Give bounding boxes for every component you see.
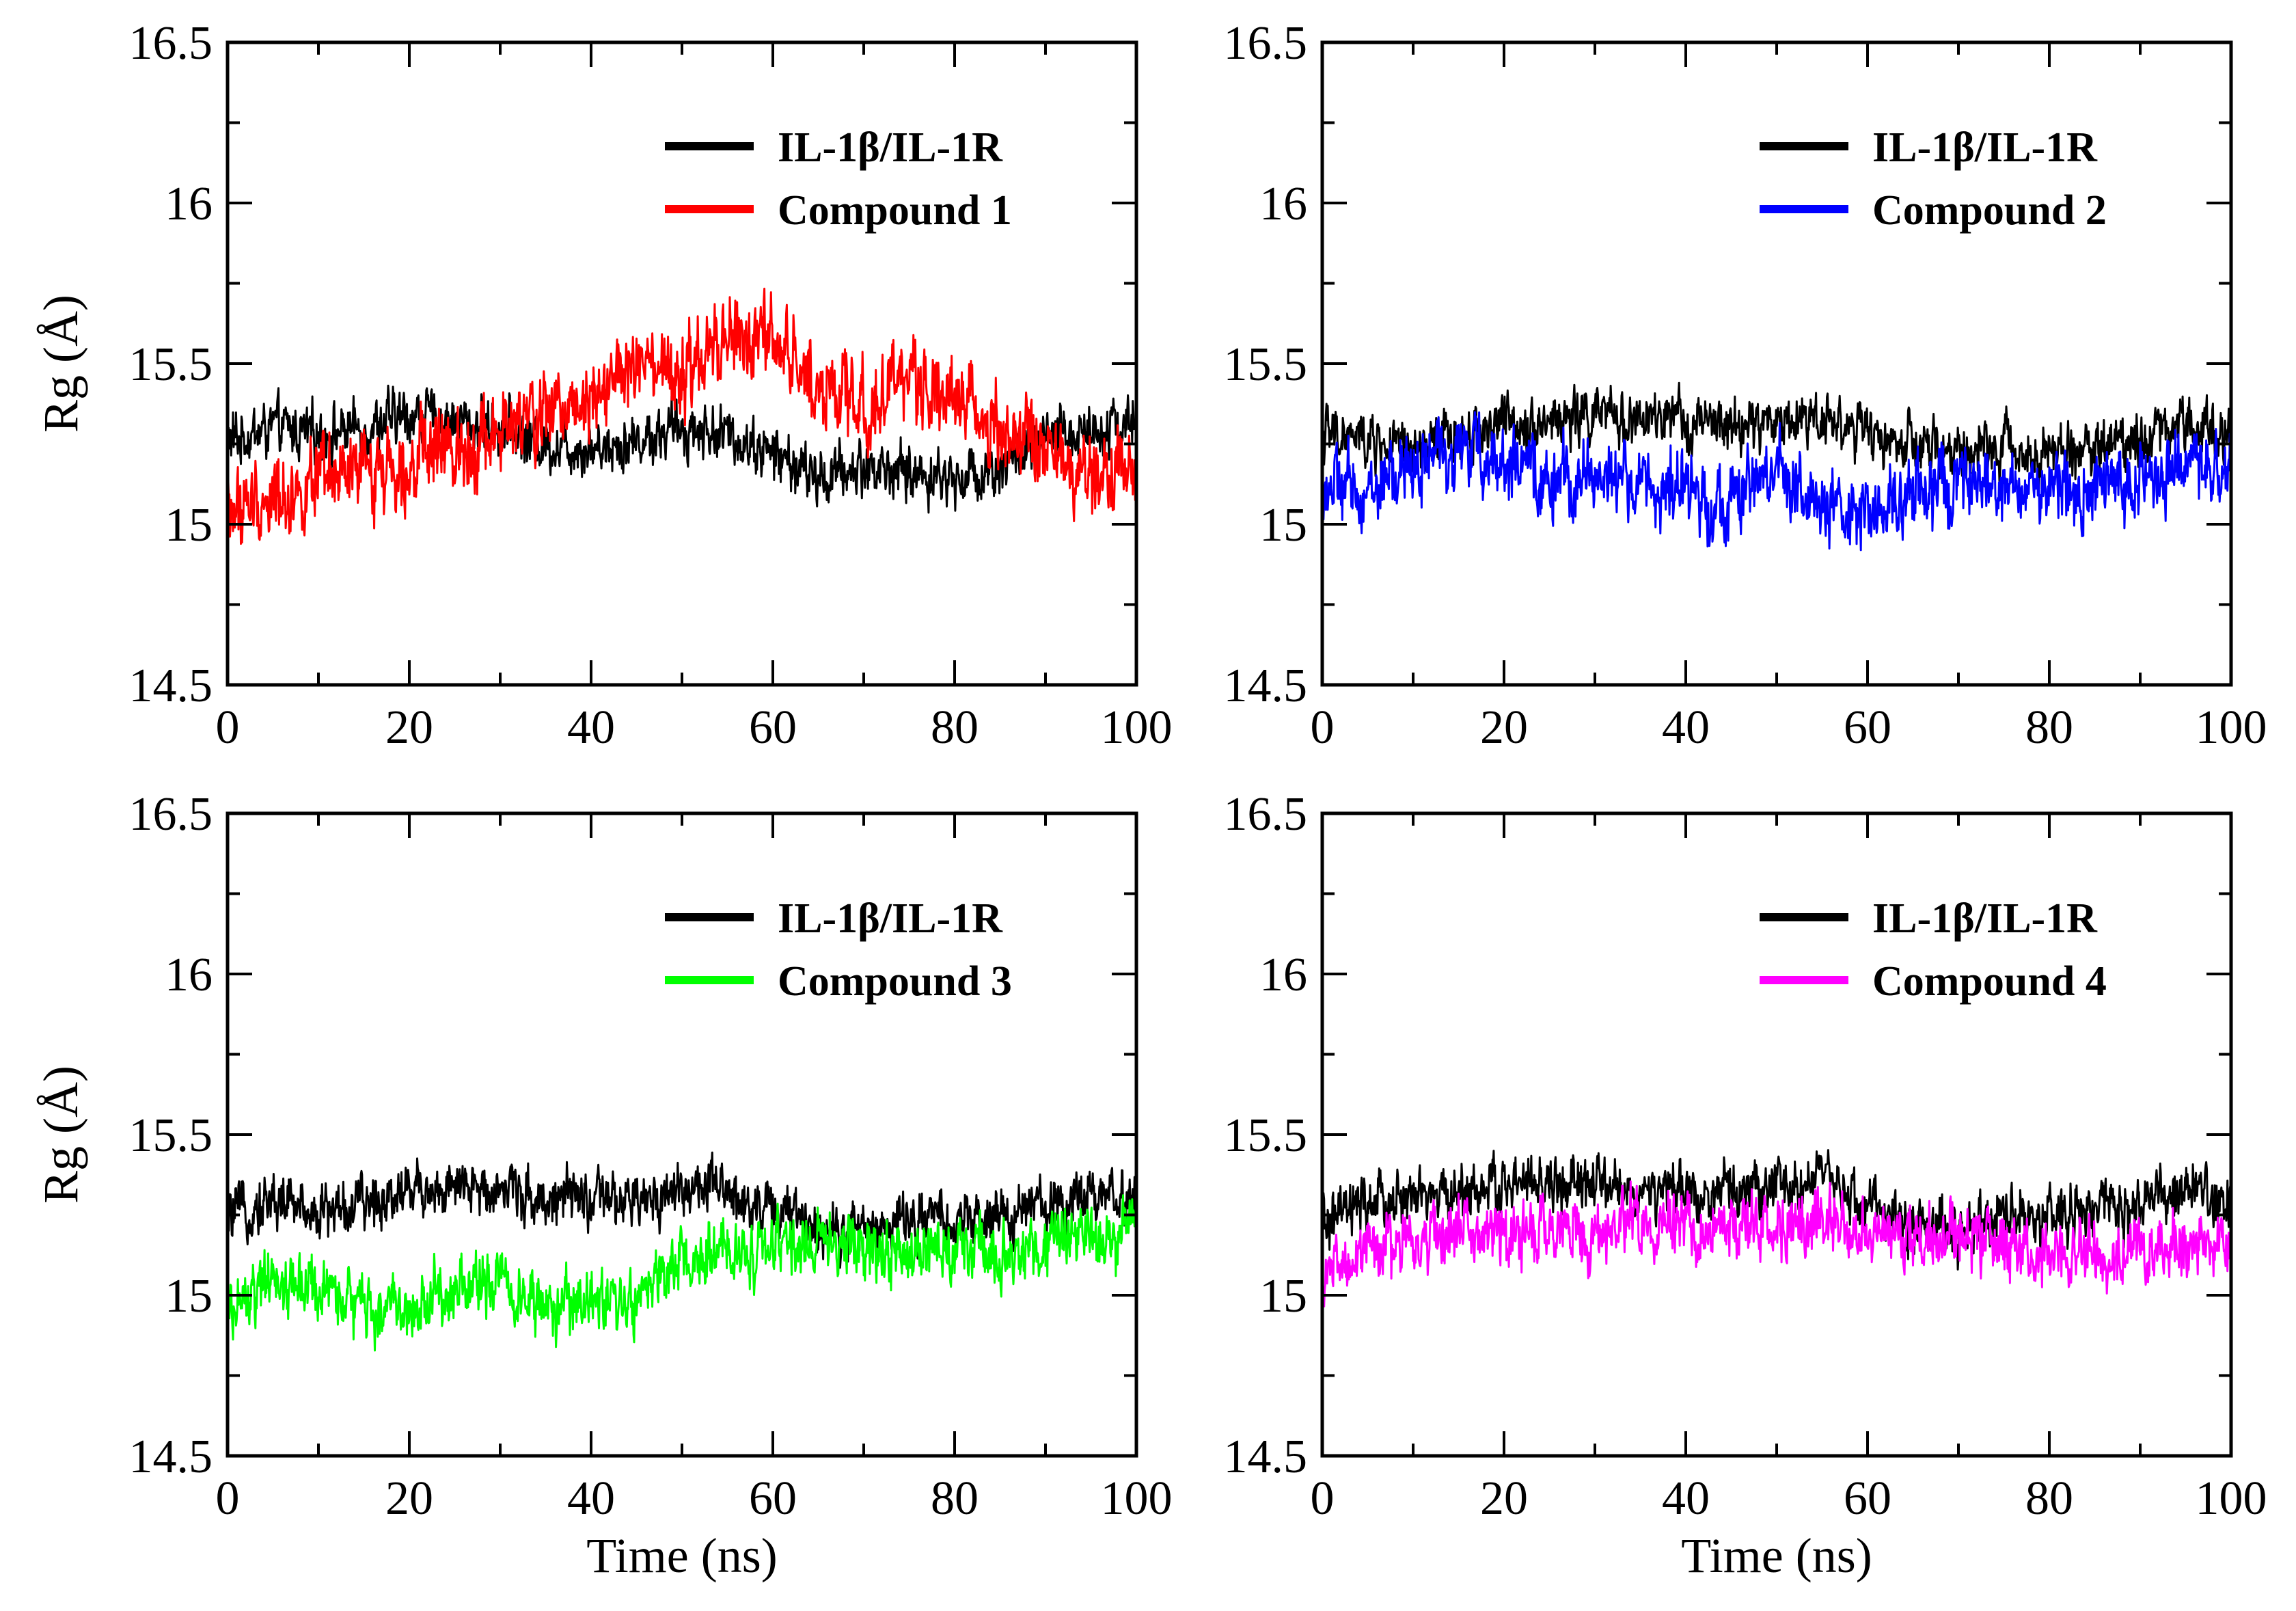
x-tick-label: 20 [385,1472,433,1525]
legend-label-2: Compound 1 [778,187,1012,234]
x-tick-label: 80 [931,701,979,754]
y-tick-label: 15 [1259,499,1307,552]
x-tick-label: 40 [1662,701,1710,754]
legend-label-1: IL-1β/IL-1R [1872,895,2098,942]
x-tick-label: 60 [1844,1472,1891,1525]
series-line-compound-3 [226,1194,1138,1352]
y-tick-label: 16.5 [1224,788,1308,841]
chart-panel-top-left: 0 20 40 60 80 100 14.5 15 15.5 16 16.5 Rg (Å) IL-1β/… [33,17,1173,754]
x-tick-label: 20 [385,701,433,754]
x-tick-label: 60 [749,1472,797,1525]
x-tick-label: 100 [2196,701,2267,754]
x-tick-label: 80 [2025,1472,2073,1525]
x-tick-label: 60 [1844,701,1891,754]
x-tick-label: 100 [1101,1472,1173,1525]
x-tick-label: 80 [931,1472,979,1525]
y-tick-label: 16.5 [129,788,213,841]
x-tick-label: 0 [1311,701,1335,754]
y-axis-title: Rg (Å) [33,295,88,433]
x-tick-label: 60 [749,701,797,754]
y-tick-label: 15 [165,1270,213,1323]
y-tick-label: 16 [165,949,213,1001]
y-tick-label: 16.5 [129,17,213,70]
y-tick-label: 14.5 [129,660,213,712]
x-tick-label: 80 [2025,701,2073,754]
legend-label-2: Compound 3 [778,958,1012,1005]
y-tick-label: 16 [1259,949,1307,1001]
chart-panel-bottom-right: 0 20 40 60 80 100 14.5 15 15.5 16 16.5 Time (ns) IL-… [1224,788,2267,1583]
series-line-compound-2 [1321,411,2232,552]
x-tick-label: 0 [216,1472,240,1525]
x-axis-title: Time (ns) [1681,1528,1872,1583]
x-tick-label: 0 [216,701,240,754]
y-tick-label: 14.5 [1224,1431,1308,1483]
legend-label-1: IL-1β/IL-1R [1872,124,2098,171]
y-tick-label: 16 [165,178,213,230]
x-tick-label: 20 [1480,1472,1528,1525]
legend-label-2: Compound 2 [1872,187,2107,234]
series-line-compound-1 [226,287,1138,545]
series-line-compound-4 [1321,1180,2232,1308]
legend-label-1: IL-1β/IL-1R [778,895,1003,942]
x-axis-title: Time (ns) [586,1528,777,1583]
y-tick-label: 15 [165,499,213,552]
legend-label-1: IL-1β/IL-1R [778,124,1003,171]
x-tick-label: 40 [567,1472,615,1525]
y-axis-title: Rg (Å) [33,1066,88,1204]
y-tick-label: 15.5 [129,338,213,391]
series-line-il-1-il-1r [226,1151,1138,1269]
y-tick-label: 14.5 [1224,660,1308,712]
x-tick-label: 0 [1311,1472,1335,1525]
y-tick-label: 16 [1259,178,1307,230]
y-tick-label: 15.5 [1224,1109,1308,1162]
x-tick-label: 40 [567,701,615,754]
y-tick-label: 15.5 [1224,338,1308,391]
y-tick-label: 15.5 [129,1109,213,1162]
y-tick-label: 15 [1259,1270,1307,1323]
x-tick-label: 100 [1101,701,1173,754]
chart-panel-bottom-left: 0 20 40 60 80 100 14.5 15 15.5 16 16.5 Rg (Å) Time (… [33,788,1173,1583]
y-tick-label: 14.5 [129,1431,213,1483]
x-tick-label: 100 [2196,1472,2267,1525]
chart-panel-top-right: 0 20 40 60 80 100 14.5 15 15.5 16 16.5 IL-1β/IL-1R C… [1224,17,2267,754]
legend-label-2: Compound 4 [1872,958,2107,1005]
x-tick-label: 20 [1480,701,1528,754]
y-tick-label: 16.5 [1224,17,1308,70]
x-tick-label: 40 [1662,1472,1710,1525]
